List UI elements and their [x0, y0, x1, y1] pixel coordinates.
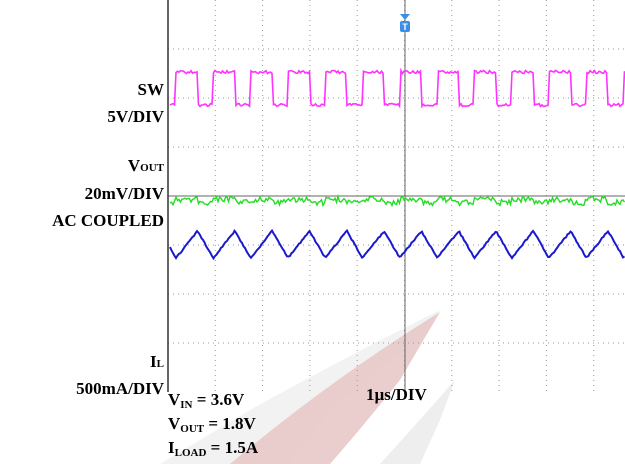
channel-label: SW: [138, 80, 164, 99]
condition: ILOAD = 1.5A: [168, 438, 259, 459]
condition-rest: = 1.8V: [204, 414, 256, 433]
label-main: V: [128, 156, 141, 175]
watermark-grey-2: [380, 380, 455, 464]
channel-label: VOUT: [128, 156, 165, 175]
label-sub: L: [157, 358, 164, 370]
condition-rest: = 3.6V: [193, 390, 245, 409]
condition: VOUT = 1.8V: [168, 414, 257, 435]
label-sub: OUT: [140, 162, 165, 174]
condition-sub: LOAD: [175, 447, 207, 459]
svg-text:T: T: [402, 22, 408, 32]
sw-waveform: [169, 67, 625, 109]
channel-scale: 500mA/DIV: [76, 379, 165, 398]
il-waveform: [169, 228, 625, 261]
channel-scale: 20mV/DIV: [85, 184, 165, 203]
condition-sub: IN: [180, 399, 192, 411]
timebase: 1µs/DIV: [366, 385, 428, 404]
condition: VIN = 3.6V: [168, 390, 245, 411]
channel-coupling: AC COUPLED: [52, 211, 164, 230]
watermark-red: [230, 312, 440, 464]
trigger-marker: T: [400, 14, 410, 32]
condition-main: I: [168, 438, 175, 457]
condition-main: V: [168, 414, 181, 433]
condition-sub: OUT: [180, 423, 205, 435]
channel-scale: 5V/DIV: [107, 107, 164, 126]
condition-main: V: [168, 390, 181, 409]
condition-rest: = 1.5A: [206, 438, 258, 457]
watermark-grey: [160, 310, 440, 464]
label-main: I: [150, 352, 157, 371]
vout-waveform: [169, 193, 625, 208]
channel-label: IL: [150, 352, 164, 371]
